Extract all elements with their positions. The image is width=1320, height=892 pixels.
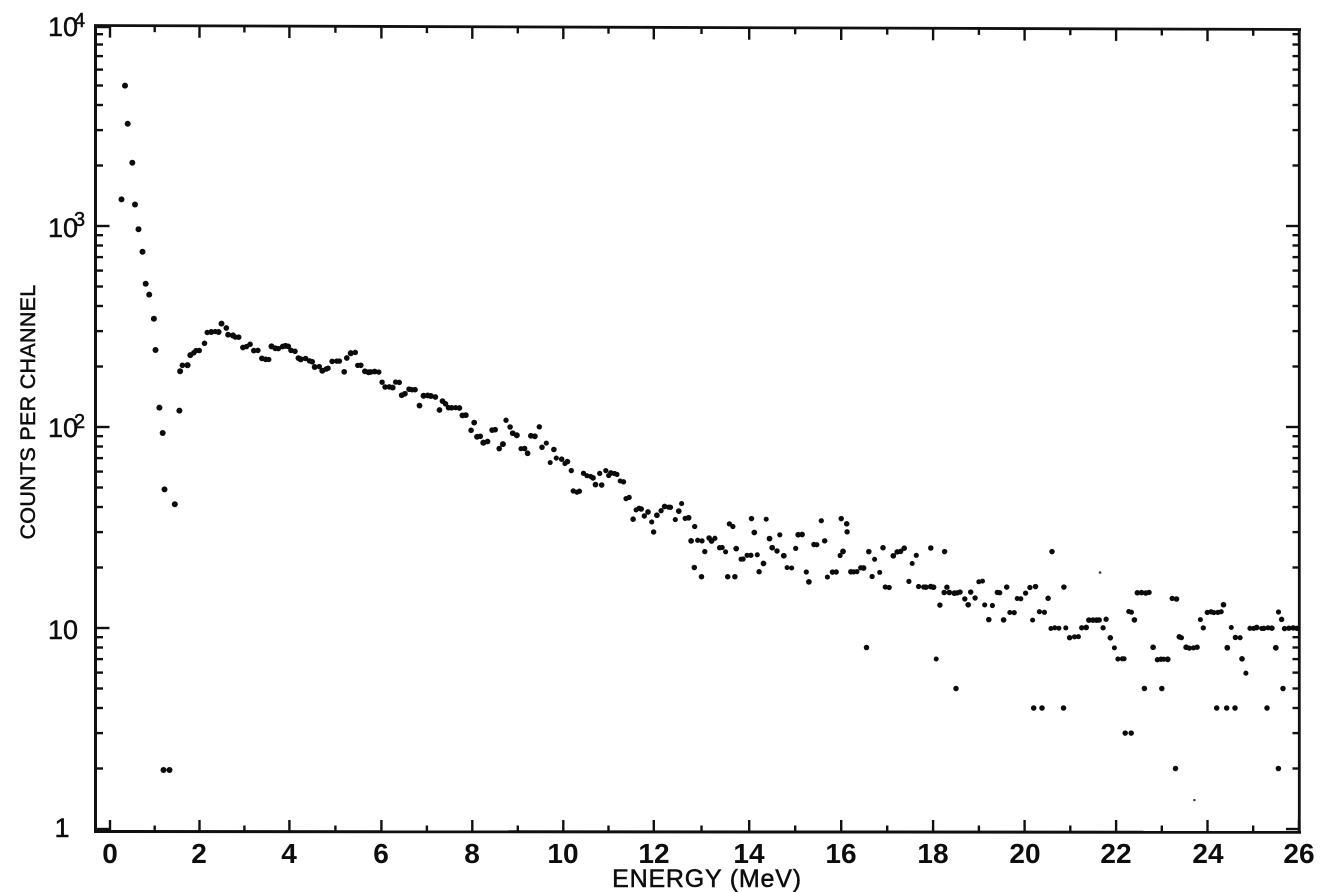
svg-text:8: 8 <box>464 838 480 869</box>
svg-text:24: 24 <box>1192 838 1224 869</box>
svg-text:14: 14 <box>733 838 765 869</box>
svg-text:10: 10 <box>48 615 78 645</box>
svg-text:2: 2 <box>74 411 85 433</box>
svg-text:16: 16 <box>825 838 856 869</box>
svg-text:22: 22 <box>1100 838 1131 869</box>
svg-text:20: 20 <box>1009 838 1040 869</box>
svg-text:2: 2 <box>191 838 207 869</box>
svg-text:3: 3 <box>74 209 85 231</box>
svg-text:10: 10 <box>547 838 578 869</box>
svg-text:18: 18 <box>917 838 948 869</box>
svg-text:10: 10 <box>48 213 78 243</box>
svg-text:6: 6 <box>373 838 389 869</box>
svg-text:COUNTS PER CHANNEL: COUNTS PER CHANNEL <box>16 284 40 539</box>
svg-text:10: 10 <box>48 12 78 42</box>
svg-text:26: 26 <box>1283 838 1314 869</box>
svg-text:12: 12 <box>638 838 669 869</box>
svg-text:ENERGY (MeV): ENERGY (MeV) <box>612 865 802 892</box>
svg-text:4: 4 <box>281 838 297 869</box>
svg-text:1: 1 <box>54 813 69 843</box>
svg-text:10: 10 <box>48 413 78 443</box>
svg-text:0: 0 <box>102 838 118 869</box>
svg-text:4: 4 <box>74 10 85 32</box>
